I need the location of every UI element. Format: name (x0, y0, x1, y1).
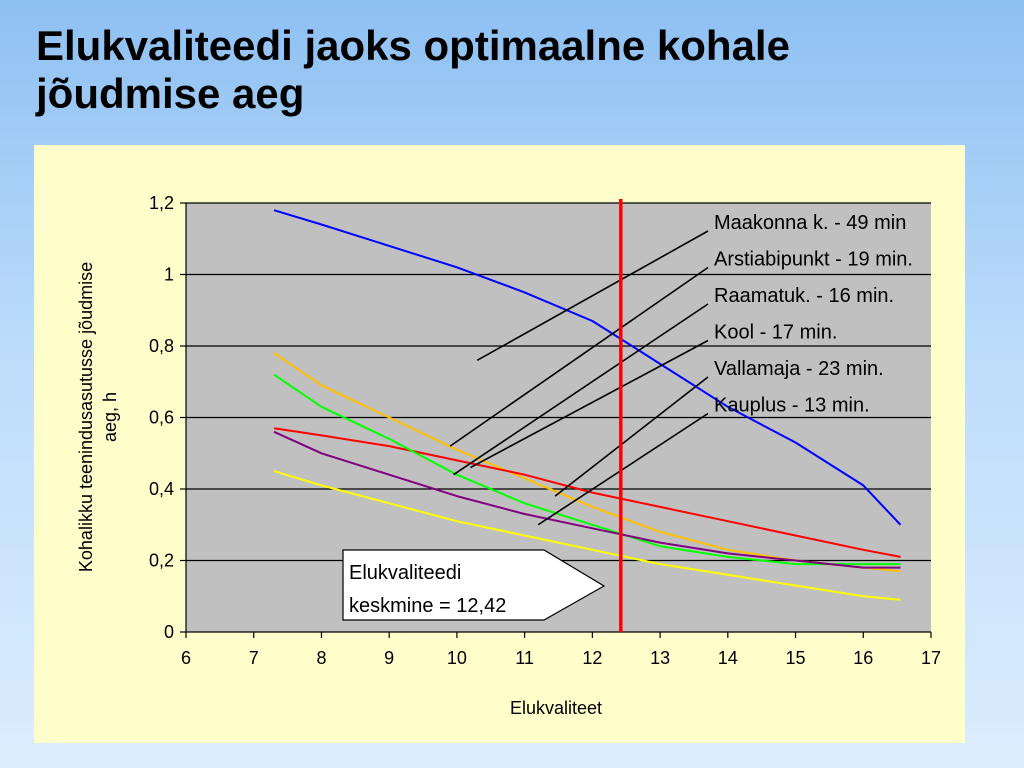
y-axis-title-line-1: Kohalikku teenindusasutusse jõudmise (76, 262, 96, 572)
x-axis-title: Elukvaliteet (510, 698, 602, 718)
series-line (273, 427, 901, 558)
y-tick-label: 0,4 (149, 479, 174, 499)
slide-title: Elukvaliteedi jaoks optimaalne kohale jõ… (36, 22, 996, 118)
x-tick-label: 14 (718, 648, 738, 668)
legend-leader-line (449, 266, 709, 447)
x-tick-label: 7 (249, 648, 259, 668)
legend-leader-line (537, 412, 709, 526)
y-tick-label: 1 (164, 265, 174, 285)
callout-line-1: Elukvaliteedi (349, 562, 461, 584)
callout-line-2: keskmine = 12,42 (349, 595, 506, 617)
gridlines (186, 202, 931, 562)
x-tick-label: 12 (582, 648, 602, 668)
callout-arrow-box (342, 549, 606, 621)
legend-leader-line (470, 339, 709, 469)
y-tick-label: 0,2 (149, 551, 174, 571)
chart-panel: 6 7 8 9 10 11 12 13 14 15 16 17 0 0,2 0,4 0,6 0,8 1 1,2 M… (34, 145, 965, 743)
y-axis-title: Kohalikku teenindusasutusse jõudmise aeg… (76, 262, 120, 572)
legend-label: Vallamaja - 23 min. (714, 358, 884, 380)
y-tick-label: 0,8 (149, 336, 174, 356)
legend-label: Raamatuk. - 16 min. (714, 285, 894, 307)
x-tick-label: 10 (447, 648, 467, 668)
slide-title-line-1: Elukvaliteedi jaoks optimaalne kohale (36, 22, 790, 69)
x-tick-label: 13 (650, 648, 670, 668)
legend-leader-line (453, 303, 709, 476)
x-tick-label: 6 (181, 648, 191, 668)
legend-label: Kauplus - 13 min. (714, 395, 870, 417)
series-line (273, 209, 902, 526)
y-tick-label: 1,2 (149, 193, 174, 213)
series-line (273, 430, 901, 569)
average-callout: Elukvaliteedi keskmine = 12,42 (342, 549, 606, 621)
x-tick-label: 17 (921, 648, 941, 668)
x-axis-ticks: 6 7 8 9 10 11 12 13 14 15 16 17 (181, 632, 941, 668)
line-chart: 6 7 8 9 10 11 12 13 14 15 16 17 0 0,2 0,4 0,6 0,8 1 1,2 M… (76, 193, 941, 718)
legend-label: Maakonna k. - 49 min (714, 212, 906, 234)
x-tick-label: 16 (853, 648, 873, 668)
series-line (273, 470, 901, 601)
x-tick-label: 15 (786, 648, 806, 668)
x-tick-label: 8 (316, 648, 326, 668)
legend-label: Kool - 17 min. (714, 322, 837, 344)
slide-title-line-2: jõudmise aeg (36, 70, 305, 117)
legend-leader-line (554, 376, 709, 497)
y-tick-label: 0,6 (149, 408, 174, 428)
y-tick-label: 0 (164, 622, 174, 642)
y-axis-ticks: 0 0,2 0,4 0,6 0,8 1 1,2 (149, 193, 186, 642)
series-lines (273, 209, 902, 601)
legend: Maakonna k. - 49 min Arstiabipunkt - 19 m… (714, 212, 913, 417)
legend-leader-line (476, 230, 709, 361)
x-tick-label: 11 (515, 648, 534, 668)
y-axis-title-line-2: aeg, h (100, 392, 120, 442)
series-line (273, 373, 901, 566)
legend-label: Arstiabipunkt - 19 min. (714, 249, 913, 271)
legend-leader-lines (449, 230, 709, 526)
x-tick-label: 9 (384, 648, 394, 668)
